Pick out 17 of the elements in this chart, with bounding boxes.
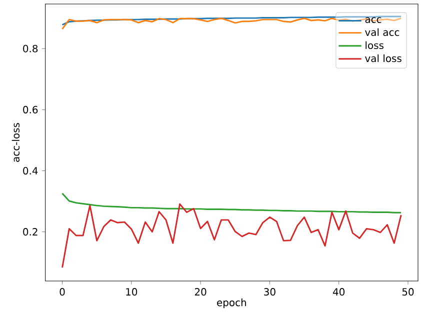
x-axis-title: epoch (217, 298, 246, 308)
x-tick-label: 30 (264, 288, 276, 296)
legend-label: acc (365, 17, 382, 23)
x-tick-label: 0 (60, 288, 65, 296)
y-tick-label: 0.8 (23, 44, 38, 52)
y-tick-label: 0.4 (23, 166, 38, 175)
x-tick-label: 50 (402, 288, 414, 296)
y-axis-title: acc-loss (12, 123, 20, 162)
x-tick-label: 10 (126, 288, 138, 296)
legend-label: val acc (365, 28, 400, 36)
x-tick-label: 40 (332, 288, 345, 296)
legend-label: loss (366, 41, 384, 50)
y-tick-label: 0.6 (23, 106, 38, 114)
x-tick-label: 20 (194, 288, 206, 296)
line-series (62, 203, 402, 268)
legend-label: val loss (365, 54, 402, 62)
y-tick-label: 0.2 (23, 228, 38, 236)
